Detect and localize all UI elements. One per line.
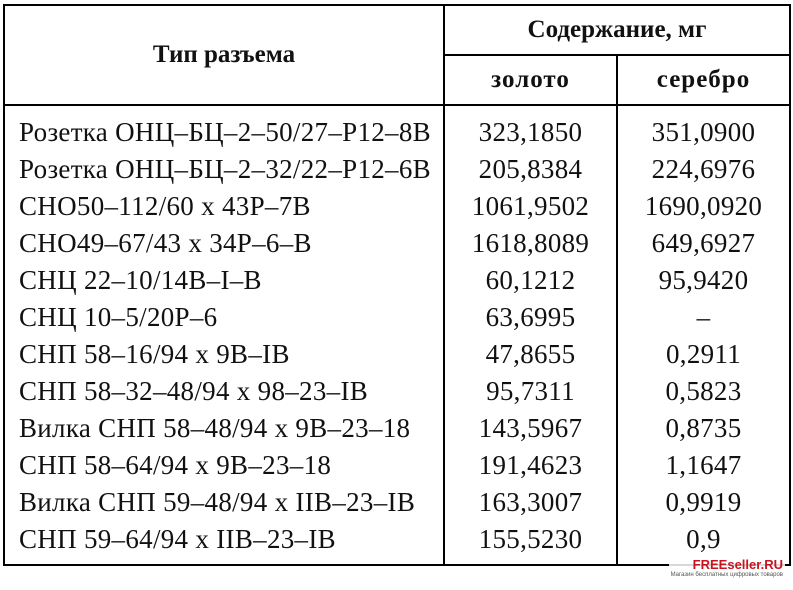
gold-value-cell: 60,1212 bbox=[443, 262, 618, 299]
connector-name-cell: СНП 58–32–48/94 х 98–23–IВ bbox=[3, 373, 445, 410]
table-row: СНП 58–32–48/94 х 98–23–IВ 95,7311 0,582… bbox=[3, 373, 791, 410]
table-row: СНП 58–64/94 х 9В–23–18 191,4623 1,1647 bbox=[3, 447, 791, 484]
gold-header: золото bbox=[443, 54, 618, 106]
gold-value-cell: 1061,9502 bbox=[443, 188, 618, 225]
table-row: СНЦ 22–10/14В–I–В 60,1212 95,9420 bbox=[3, 262, 791, 299]
table-body: Розетка ОНЦ–БЦ–2–50/27–Р12–8В 323,1850 3… bbox=[3, 105, 791, 566]
table-row: СНЦ 10–5/20Р–6 63,6995 – bbox=[3, 299, 791, 336]
table-row: Розетка ОНЦ–БЦ–2–32/22–Р12–6В 205,8384 2… bbox=[3, 151, 791, 188]
connector-name-cell: Розетка ОНЦ–БЦ–2–50/27–Р12–8В bbox=[3, 105, 445, 151]
watermark-title: FREEseller.RU bbox=[692, 557, 783, 572]
connector-name-cell: СНП 58–16/94 х 9В–IВ bbox=[3, 336, 445, 373]
silver-value-cell: 351,0900 bbox=[616, 105, 791, 151]
connector-name-cell: СНО49–67/43 х 34Р–6–В bbox=[3, 225, 445, 262]
silver-value-cell: 1690,0920 bbox=[616, 188, 791, 225]
table-header: Тип разъема Содержание, мг золото серебр… bbox=[3, 4, 791, 106]
connector-name-cell: Розетка ОНЦ–БЦ–2–32/22–Р12–6В bbox=[3, 151, 445, 188]
connector-metal-table-container: Тип разъема Содержание, мг золото серебр… bbox=[3, 4, 791, 587]
connector-metal-table: Тип разъема Содержание, мг золото серебр… bbox=[3, 4, 791, 566]
watermark-subtitle: Магазин бесплатных цифровых товаров bbox=[670, 572, 783, 578]
connector-name-cell: СНЦ 10–5/20Р–6 bbox=[3, 299, 445, 336]
gold-value-cell: 143,5967 bbox=[443, 410, 618, 447]
connector-name-cell: СНО50–112/60 х 43Р–7В bbox=[3, 188, 445, 225]
silver-value-cell: 95,9420 bbox=[616, 262, 791, 299]
silver-value-cell: 0,9919 bbox=[616, 484, 791, 521]
silver-value-cell: 224,6976 bbox=[616, 151, 791, 188]
silver-value-cell: – bbox=[616, 299, 791, 336]
gold-value-cell: 47,8655 bbox=[443, 336, 618, 373]
table-row: Вилка СНП 59–48/94 х IIВ–23–IВ 163,3007 … bbox=[3, 484, 791, 521]
silver-value-cell: 1,1647 bbox=[616, 447, 791, 484]
table-row: СНО49–67/43 х 34Р–6–В 1618,8089 649,6927 bbox=[3, 225, 791, 262]
gold-value-cell: 1618,8089 bbox=[443, 225, 618, 262]
table-row: Вилка СНП 58–48/94 х 9В–23–18 143,5967 0… bbox=[3, 410, 791, 447]
table-row: СНП 58–16/94 х 9В–IВ 47,8655 0,2911 bbox=[3, 336, 791, 373]
gold-value-cell: 95,7311 bbox=[443, 373, 618, 410]
table-row: СНП 59–64/94 х IIВ–23–IВ 155,5230 0,9 bbox=[3, 521, 791, 566]
connector-name-cell: Вилка СНП 59–48/94 х IIВ–23–IВ bbox=[3, 484, 445, 521]
table-row: Розетка ОНЦ–БЦ–2–50/27–Р12–8В 323,1850 3… bbox=[3, 105, 791, 151]
connector-name-cell: СНЦ 22–10/14В–I–В bbox=[3, 262, 445, 299]
gold-value-cell: 191,4623 bbox=[443, 447, 618, 484]
gold-value-cell: 205,8384 bbox=[443, 151, 618, 188]
connector-name-cell: СНП 58–64/94 х 9В–23–18 bbox=[3, 447, 445, 484]
watermark-logo: FREEseller.RU Магазин бесплатных цифровы… bbox=[668, 557, 785, 580]
silver-value-cell: 649,6927 bbox=[616, 225, 791, 262]
gold-value-cell: 63,6995 bbox=[443, 299, 618, 336]
silver-value-cell: 0,2911 bbox=[616, 336, 791, 373]
silver-value-cell: 0,8735 bbox=[616, 410, 791, 447]
connector-name-cell: Вилка СНП 58–48/94 х 9В–23–18 bbox=[3, 410, 445, 447]
gold-value-cell: 163,3007 bbox=[443, 484, 618, 521]
connector-name-cell: СНП 59–64/94 х IIВ–23–IВ bbox=[3, 521, 445, 566]
connector-type-header: Тип разъема bbox=[3, 4, 445, 106]
silver-header: серебро bbox=[616, 54, 791, 106]
table-row: СНО50–112/60 х 43Р–7В 1061,9502 1690,092… bbox=[3, 188, 791, 225]
silver-value-cell: 0,5823 bbox=[616, 373, 791, 410]
content-header: Содержание, мг bbox=[443, 4, 791, 56]
gold-value-cell: 155,5230 bbox=[443, 521, 618, 566]
gold-value-cell: 323,1850 bbox=[443, 105, 618, 151]
